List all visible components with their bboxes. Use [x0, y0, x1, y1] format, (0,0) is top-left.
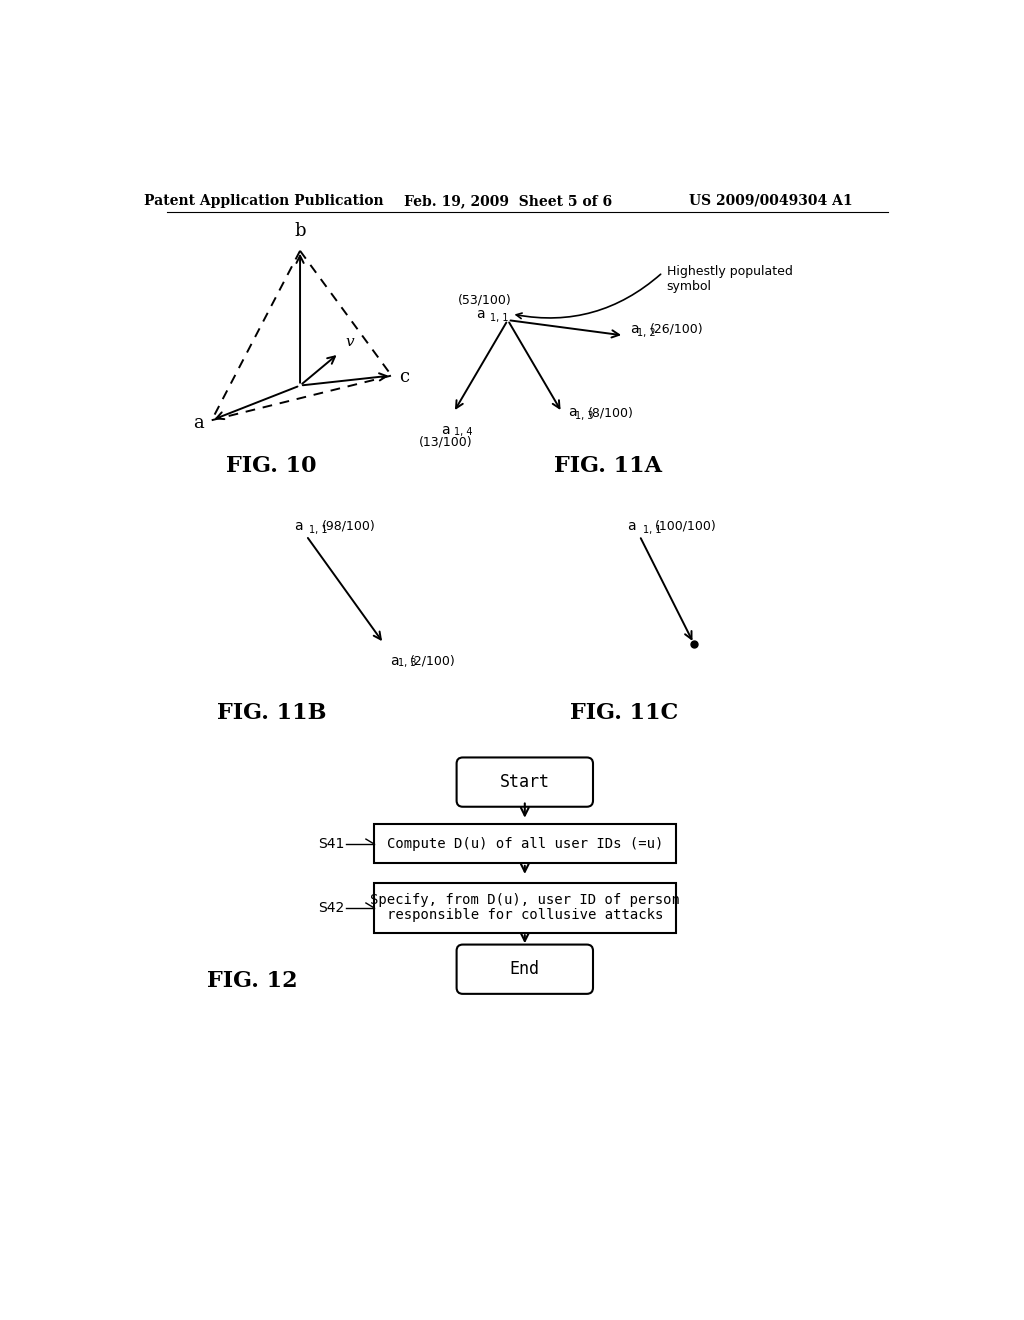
Text: 1, 1: 1, 1: [643, 525, 662, 536]
Text: a: a: [630, 322, 639, 337]
Text: (13/100): (13/100): [419, 436, 472, 449]
Text: b: b: [294, 222, 306, 240]
Text: FIG. 11C: FIG. 11C: [570, 702, 678, 723]
Text: 1, 3: 1, 3: [397, 659, 416, 668]
Text: FIG. 12: FIG. 12: [207, 970, 297, 991]
Text: Patent Application Publication: Patent Application Publication: [143, 194, 383, 207]
Text: 1, 1: 1, 1: [309, 525, 328, 536]
Text: FIG. 10: FIG. 10: [226, 455, 316, 478]
Text: 1, 4: 1, 4: [454, 428, 472, 437]
Text: a: a: [568, 405, 577, 420]
Text: S41: S41: [317, 837, 344, 850]
Text: (8/100): (8/100): [588, 407, 634, 418]
Text: a: a: [476, 308, 484, 321]
Text: (2/100): (2/100): [410, 655, 456, 668]
FancyBboxPatch shape: [457, 945, 593, 994]
Text: Specify, from D(u), user ID of person: Specify, from D(u), user ID of person: [370, 892, 680, 907]
Text: Highestly populated
symbol: Highestly populated symbol: [667, 264, 793, 293]
Text: (100/100): (100/100): [655, 520, 717, 533]
Text: S42: S42: [318, 900, 344, 915]
Text: c: c: [399, 368, 410, 385]
Text: Start: Start: [500, 774, 550, 791]
Text: FIG. 11B: FIG. 11B: [217, 702, 326, 723]
Text: 1, 2: 1, 2: [637, 329, 655, 338]
Text: responsible for collusive attacks: responsible for collusive attacks: [387, 908, 663, 923]
Text: v: v: [345, 334, 353, 348]
Text: (26/100): (26/100): [649, 323, 703, 335]
Text: Compute D(u) of all user IDs (=u): Compute D(u) of all user IDs (=u): [387, 837, 663, 850]
Text: End: End: [510, 960, 540, 978]
Text: FIG. 11A: FIG. 11A: [555, 455, 663, 478]
Text: 1, 3: 1, 3: [575, 412, 594, 421]
Text: a: a: [194, 414, 204, 432]
FancyBboxPatch shape: [457, 758, 593, 807]
Text: a: a: [294, 520, 302, 533]
Text: a: a: [441, 424, 451, 437]
Text: US 2009/0049304 A1: US 2009/0049304 A1: [689, 194, 853, 207]
Text: a: a: [390, 655, 398, 668]
Text: a: a: [627, 520, 636, 533]
Bar: [374, 825, 676, 863]
Bar: [374, 883, 676, 933]
Text: Feb. 19, 2009  Sheet 5 of 6: Feb. 19, 2009 Sheet 5 of 6: [403, 194, 611, 207]
Text: 1, 1: 1, 1: [489, 313, 509, 323]
Text: (53/100): (53/100): [458, 293, 511, 306]
Text: (98/100): (98/100): [322, 520, 376, 533]
